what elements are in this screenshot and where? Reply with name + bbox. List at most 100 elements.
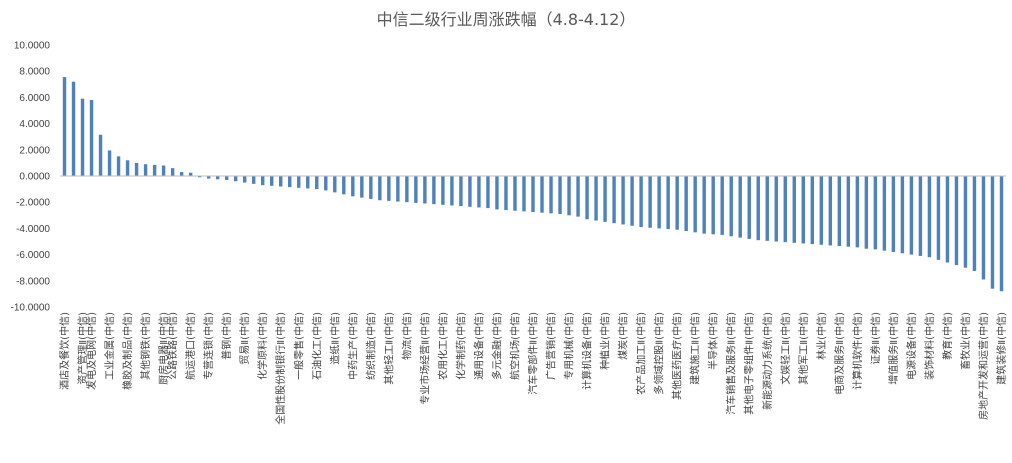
bar	[224, 176, 229, 180]
bar	[585, 176, 589, 220]
x-tick-label: 物流(中信)	[400, 312, 413, 360]
bar	[765, 176, 769, 241]
bar	[297, 176, 301, 188]
x-tick-label: 化学原料(中信)	[256, 312, 269, 380]
bar	[810, 176, 814, 245]
bar	[693, 176, 697, 233]
bar	[738, 176, 742, 238]
bar	[134, 162, 139, 176]
x-tick-label: 航空机场(中信)	[508, 312, 521, 380]
x-tick-label: 通用设备(中信)	[472, 312, 485, 380]
x-tick-label: 石油化工(中信)	[310, 312, 323, 380]
bar	[657, 176, 661, 229]
x-tick-label: 公路铁路(中信)	[166, 312, 179, 380]
bar	[675, 176, 679, 230]
x-tick-label: 建筑施工Ⅱ(中信)	[689, 312, 702, 385]
x-tick-label: 半导体(中信)	[707, 312, 720, 370]
x-tick-label: 贸易Ⅱ(中信)	[238, 312, 251, 365]
bar	[324, 176, 328, 191]
bar	[477, 176, 481, 208]
bar	[594, 176, 598, 221]
y-tick-label: -8.0000	[16, 276, 50, 287]
bar	[161, 165, 166, 176]
x-tick-label: 其他轻工Ⅱ(中信)	[382, 312, 395, 385]
bar	[179, 172, 184, 176]
x-tick-label: 林业(中信)	[815, 312, 828, 360]
bar	[125, 160, 130, 176]
bar	[846, 176, 851, 247]
bar	[80, 98, 85, 176]
bar	[233, 176, 238, 182]
bar	[702, 176, 706, 234]
bar	[612, 176, 616, 224]
x-tick-label: 橡胶及制品(中信)	[121, 312, 134, 390]
bar	[251, 176, 256, 184]
bar	[999, 176, 1004, 292]
x-tick-label: 种植业(中信)	[599, 312, 612, 370]
bar	[783, 176, 787, 243]
bar	[459, 176, 463, 207]
bar	[143, 164, 148, 176]
bar	[531, 176, 535, 213]
bar	[215, 176, 220, 180]
bar	[360, 176, 364, 198]
y-axis-labels: 10.0000 8.0000 6.0000 4.0000 2.0000 0.0000 -2.…	[11, 41, 51, 314]
x-tick-label: 计算机设备(中信)	[581, 312, 594, 390]
bar	[621, 176, 625, 225]
bars	[62, 77, 1004, 292]
x-tick-label: 其他军工Ⅱ(中信)	[797, 312, 810, 385]
x-tick-label: 房地产开发和运营(中信)	[977, 312, 990, 420]
bar	[242, 176, 247, 183]
y-tick-label: -2.0000	[16, 198, 50, 209]
bar	[152, 164, 157, 176]
bar	[855, 176, 860, 248]
bar	[387, 176, 391, 201]
bar	[441, 176, 445, 205]
bar	[116, 156, 121, 176]
bar	[936, 176, 941, 260]
x-tick-label: 农产品加工Ⅱ(中信)	[635, 312, 648, 395]
bar	[279, 176, 283, 187]
x-tick-label: 化学制药(中信)	[454, 312, 467, 380]
x-tick-label: 电商及服务Ⅱ(中信)	[833, 312, 846, 395]
x-tick-label: 畜牧业(中信)	[959, 312, 972, 370]
bar	[107, 150, 112, 176]
x-tick-label: 全国性股份制银行Ⅱ(中信)	[274, 312, 287, 425]
bar	[927, 176, 932, 258]
bar	[450, 176, 454, 206]
bar	[891, 176, 896, 252]
x-tick-label: 多领域控股Ⅱ(中信)	[653, 312, 666, 395]
bar	[684, 176, 688, 232]
x-tick-label: 计算机软件(中信)	[851, 312, 864, 390]
bar	[576, 176, 580, 217]
bar	[972, 176, 977, 271]
bar	[432, 176, 436, 205]
bar	[567, 176, 571, 216]
bar	[522, 176, 526, 212]
bar	[990, 176, 995, 289]
x-tick-label: 专用机械(中信)	[563, 312, 576, 380]
x-tick-label: 装饰材料(中信)	[923, 312, 936, 380]
bar	[828, 176, 833, 246]
bar	[864, 176, 869, 249]
bar	[720, 176, 724, 235]
y-tick-label: 0.0000	[19, 172, 50, 183]
bar	[188, 172, 193, 176]
bar	[306, 176, 310, 189]
bar	[170, 168, 175, 176]
bar	[495, 176, 499, 210]
bar	[963, 176, 968, 268]
bar	[801, 176, 805, 244]
bar	[756, 176, 760, 241]
bar	[711, 176, 715, 235]
x-tick-label: 农用化工(中信)	[436, 312, 449, 380]
x-tick-label: 航运港口(中信)	[184, 312, 197, 380]
y-tick-label: -10.0000	[11, 303, 51, 314]
y-tick-label: -6.0000	[16, 250, 50, 261]
x-tick-label: 多元金融(中信)	[490, 312, 503, 380]
bar	[918, 176, 923, 256]
bar	[981, 176, 986, 280]
y-tick-label: 2.0000	[19, 145, 50, 156]
bar	[98, 134, 103, 176]
